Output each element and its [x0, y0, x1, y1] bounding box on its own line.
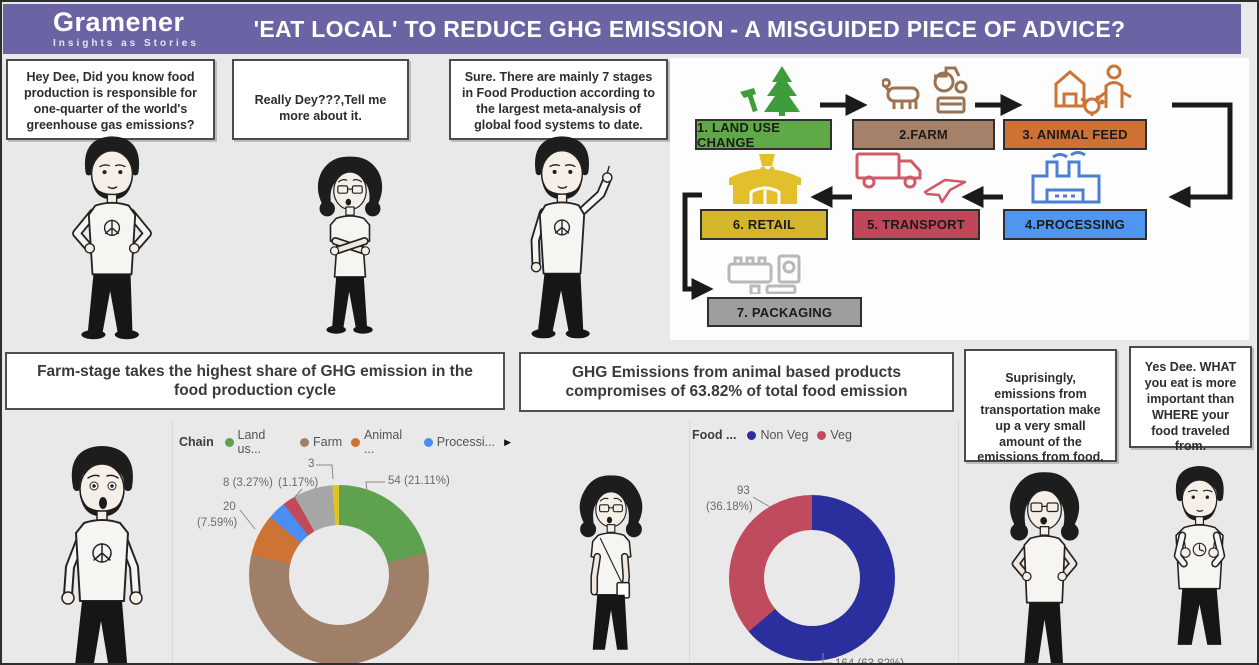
logo-text: Gramener	[53, 7, 185, 37]
legend-item-label: Non Veg	[760, 428, 809, 442]
flow-connector-arrows	[682, 93, 1233, 301]
data-label: (1.17%)	[278, 477, 319, 489]
data-label: 8 (3.27%)	[223, 477, 273, 489]
legend-dot-icon	[300, 437, 309, 447]
legend-item[interactable]: Farm	[300, 435, 342, 449]
data-label: (7.59%)	[197, 517, 238, 529]
data-label: 164 (63.82%)	[835, 658, 905, 665]
data-label: 3	[308, 458, 315, 470]
legend-item[interactable]: Veg	[817, 428, 852, 442]
legend-item-label: Animal ...	[363, 428, 403, 456]
panel-divider	[172, 420, 173, 663]
legend-dot-icon	[351, 437, 360, 447]
bottles-carton-icon	[727, 254, 801, 294]
character-man-thumbs-up	[1173, 465, 1226, 645]
panel-divider	[689, 420, 690, 663]
legend-overflow-arrow-icon[interactable]: ▶	[504, 436, 511, 447]
data-label: 54 (21.11%)	[388, 475, 450, 487]
character-man-pointing	[530, 136, 613, 339]
chart1-title: Farm-stage takes the highest share of GH…	[5, 352, 505, 410]
farm-animals-tractor-icon	[882, 66, 968, 114]
stage-box-packaging: 7. PACKAGING	[707, 297, 862, 327]
legend-item-label: Processi...	[436, 435, 496, 449]
stage-box-land-use-change: 1. LAND USE CHANGE	[695, 119, 832, 150]
character-woman-arms-crossed	[317, 156, 383, 334]
speech-bubble-2: Really Dey???,Tell me more about it.	[232, 59, 409, 140]
speech-bubble-4: Suprisingly, emissions from transportati…	[964, 349, 1117, 464]
stage-box-animal-feed: 3. ANIMAL FEED	[1003, 119, 1147, 150]
trees-axe-icon	[740, 66, 800, 116]
legend-dot-icon	[747, 430, 757, 440]
store-cart-icon	[729, 154, 801, 204]
legend-dot-icon	[423, 437, 433, 447]
data-label: 93	[737, 485, 750, 497]
stage-box-retail: 6. RETAIL	[700, 209, 828, 240]
factory-icon	[1031, 151, 1101, 204]
legend-dot-icon	[224, 437, 234, 447]
legend-item-label: Veg	[830, 428, 852, 442]
header-bar: Gramener Insights as Stories 'EAT LOCAL'…	[3, 4, 1241, 54]
legend-dot-icon	[817, 430, 827, 440]
food-production-flow-diagram: 1. LAND USE CHANGE 2.FARM 3. ANIMAL FEED…	[670, 58, 1249, 340]
gramener-logo: Gramener Insights as Stories	[53, 9, 199, 49]
legend-item[interactable]: Processi...	[423, 435, 496, 449]
stage-box-farm: 2.FARM	[852, 119, 995, 150]
chicken-feeding-icon	[1054, 64, 1132, 116]
character-man-shocked	[61, 446, 143, 663]
stage-box-processing: 4.PROCESSING	[1003, 209, 1147, 240]
character-woman-worried	[579, 475, 643, 650]
character-woman-hands-on-hips	[1009, 472, 1080, 663]
logo-tagline: Insights as Stories	[53, 38, 199, 49]
truck-plane-icon	[855, 152, 967, 204]
donut-chart-veg-vs-nonveg[interactable]	[729, 495, 895, 661]
chart2-title: GHG Emissions from animal based products…	[519, 352, 954, 412]
chart1-legend: Chain Land us... Farm Animal ... Processi...…	[179, 428, 511, 456]
legend-title: Chain	[179, 435, 214, 449]
donut-chart-ghg-by-stage[interactable]	[249, 485, 429, 663]
speech-bubble-5: Yes Dee. WHAT you eat is more important …	[1129, 346, 1252, 453]
panel-divider	[958, 420, 959, 663]
legend-item[interactable]: Non Veg	[747, 428, 808, 442]
legend-item[interactable]: Animal ...	[351, 428, 415, 456]
speech-bubble-1: Hey Dee, Did you know food production is…	[6, 59, 215, 140]
data-label: (36.18%)	[706, 501, 753, 513]
page-title: 'EAT LOCAL' TO REDUCE GHG EMISSION - A M…	[253, 15, 1126, 42]
stage-box-transport: 5. TRANSPORT	[852, 209, 980, 240]
legend-item-label: Farm	[313, 435, 343, 449]
speech-bubble-3: Sure. There are mainly 7 stages in Food …	[449, 59, 668, 140]
character-man-hands-on-hips	[72, 136, 152, 340]
data-label: 20	[223, 501, 236, 513]
legend-item[interactable]: Land us...	[224, 428, 291, 456]
legend-title: Food ...	[692, 428, 737, 442]
legend-item-label: Land us...	[237, 428, 266, 456]
chart2-legend: Food ... Non Veg Veg	[692, 428, 852, 442]
